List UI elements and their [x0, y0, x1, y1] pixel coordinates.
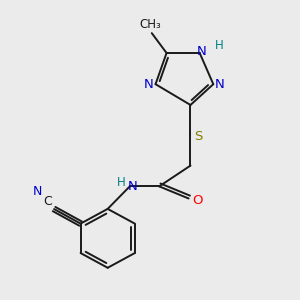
- Text: N: N: [128, 180, 138, 193]
- Text: H: H: [214, 39, 223, 52]
- Text: C: C: [43, 195, 52, 208]
- Text: N: N: [33, 185, 42, 198]
- Text: CH₃: CH₃: [139, 18, 161, 31]
- Text: O: O: [193, 194, 203, 207]
- Text: N: N: [215, 78, 225, 91]
- Text: H: H: [117, 176, 126, 189]
- Text: S: S: [194, 130, 203, 142]
- Text: N: N: [144, 78, 154, 91]
- Text: N: N: [197, 45, 206, 58]
